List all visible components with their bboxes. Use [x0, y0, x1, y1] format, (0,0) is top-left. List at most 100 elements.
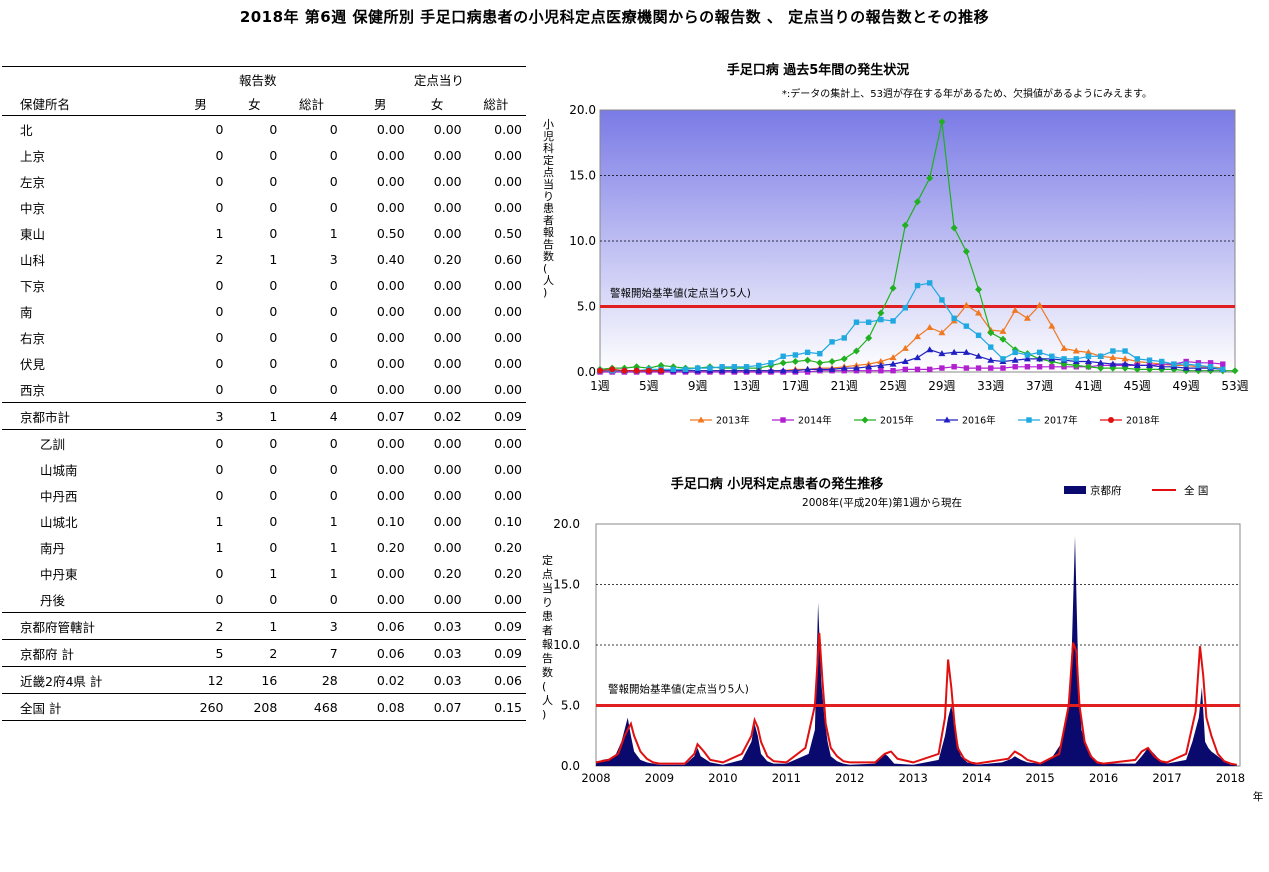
chart1-point	[1048, 322, 1056, 329]
cell-per-female: 0.03	[408, 639, 466, 667]
chart1-point	[1183, 361, 1189, 367]
chart1-point	[1011, 306, 1019, 313]
cell-female: 0	[269, 539, 278, 555]
cell-male: 0	[215, 303, 224, 319]
cell-total: 3	[281, 612, 342, 640]
chart1-x-tick: 29週	[928, 379, 955, 393]
row-name: 南	[20, 304, 33, 320]
chart1-point	[828, 365, 836, 372]
cell-total: 4	[281, 402, 342, 430]
chart1-point	[829, 339, 835, 345]
cell-total: 1	[329, 565, 338, 581]
chart1-point	[840, 355, 848, 363]
cell-female: 208	[227, 693, 282, 721]
chart1-threshold-line	[600, 305, 1235, 308]
chart1-point	[962, 348, 970, 355]
chart1-point	[1049, 353, 1055, 359]
chart1-point	[743, 364, 750, 370]
chart1-legend-marker	[780, 417, 786, 423]
cell-total: 7	[281, 639, 342, 667]
chart1-point	[1024, 352, 1031, 358]
cell-per-male: 0.06	[351, 639, 409, 667]
chart2-area-kyoto	[596, 536, 1237, 766]
chart2-x-tick: 2014	[962, 771, 991, 785]
row-name: 山科	[20, 252, 46, 268]
table-row: 北 0 0 0 0.00 0.00 0.00	[2, 116, 526, 143]
cell-male: 12	[173, 666, 228, 694]
cell-per-male: 0.00	[376, 461, 405, 477]
chart1-point	[853, 367, 860, 374]
cell-per-male: 0.06	[351, 612, 409, 640]
cell-per-total: 0.09	[465, 402, 526, 430]
table-row: 上京 0 0 0 0.00 0.00 0.00	[2, 142, 526, 168]
chart2-x-tick: 2012	[835, 771, 864, 785]
chart1-point	[951, 364, 957, 370]
table-row: 左京 0 0 0 0.00 0.00 0.00	[2, 168, 526, 194]
table-row: 南丹 1 0 1 0.20 0.00 0.20	[2, 534, 526, 560]
chart1-point	[1049, 364, 1055, 370]
cell-per-total: 0.10	[494, 513, 522, 529]
cell-per-total: 0.20	[494, 539, 522, 555]
chart1-point	[1073, 356, 1079, 362]
chart1-point	[939, 297, 945, 303]
chart1-point	[853, 319, 860, 325]
chart1-point	[1036, 301, 1044, 308]
chart1-point	[768, 360, 774, 366]
chart1-point	[938, 118, 946, 126]
chart1-point	[670, 366, 676, 373]
chart1-point	[658, 367, 665, 374]
chart1-point	[791, 367, 799, 374]
chart2-y-tick: 10.0	[553, 638, 580, 652]
chart1-legend-label: 2015年	[880, 415, 914, 427]
table-row: 山城北 1 0 1 0.10 0.00 0.10	[2, 508, 526, 534]
cell-per-male: 0.00	[376, 303, 405, 319]
table-row: 近畿2府4県 計 12 16 28 0.02 0.03 0.06	[2, 666, 526, 694]
chart1-x-tick: 25週	[879, 379, 906, 393]
cell-total: 0	[329, 487, 338, 503]
chart1-x-tick: 49週	[1173, 379, 1200, 393]
table-row: 南 0 0 0 0.00 0.00 0.00	[2, 298, 526, 324]
chart1-point	[779, 359, 787, 367]
chart1-series-line	[600, 349, 1223, 372]
cell-female: 1	[227, 402, 282, 430]
chart1-point	[1084, 348, 1092, 355]
cell-total: 0	[329, 591, 338, 607]
chart1-point	[816, 359, 824, 367]
row-name: 全国 計	[2, 693, 174, 721]
chart1-point	[975, 365, 982, 371]
cell-per-male: 0.08	[351, 693, 409, 721]
table-row: 右京 0 0 0 0.00 0.00 0.00	[2, 324, 526, 350]
chart1-point	[901, 221, 909, 229]
chart1-point	[914, 366, 921, 373]
chart1-point	[767, 367, 775, 374]
chart1-point	[926, 323, 934, 330]
cell-per-male: 0.00	[376, 173, 405, 189]
chart1-point	[804, 356, 812, 364]
cell-male: 0	[215, 381, 224, 397]
chart1-point	[1023, 314, 1031, 321]
cell-per-total: 0.09	[465, 612, 526, 640]
chart1-point	[694, 365, 701, 371]
chart1-point	[1158, 363, 1166, 370]
chart1-point	[707, 365, 713, 371]
chart2-legend-label-national: 全 国	[1184, 484, 1208, 497]
cell-per-male: 0.00	[376, 487, 405, 503]
cell-total: 1	[329, 539, 338, 555]
chart1-title: 手足口病 過去5年間の発生状況	[727, 62, 910, 78]
row-name: 下京	[20, 278, 46, 294]
chart2-legend-swatch-kyoto	[1064, 486, 1086, 494]
cell-per-male: 0.00	[376, 121, 405, 137]
chart1-point	[950, 224, 958, 232]
chart1-point	[1097, 364, 1105, 372]
chart1-point	[1000, 356, 1006, 362]
cell-per-female: 0.00	[433, 147, 462, 163]
row-name: 左京	[20, 174, 46, 190]
cell-per-total: 0.20	[494, 565, 522, 581]
report-table: 報告数 定点当り 保健所名 男 女 総計 男 女 総計 北 0 0 0 0.00 0.00…	[2, 66, 526, 721]
cell-female: 0	[269, 355, 278, 371]
chart1-legend-label: 2016年	[962, 415, 996, 427]
row-name: 中丹西	[40, 488, 78, 504]
cell-per-male: 0.10	[376, 513, 405, 529]
row-name: 上京	[20, 148, 46, 164]
cell-total: 0	[329, 121, 338, 137]
